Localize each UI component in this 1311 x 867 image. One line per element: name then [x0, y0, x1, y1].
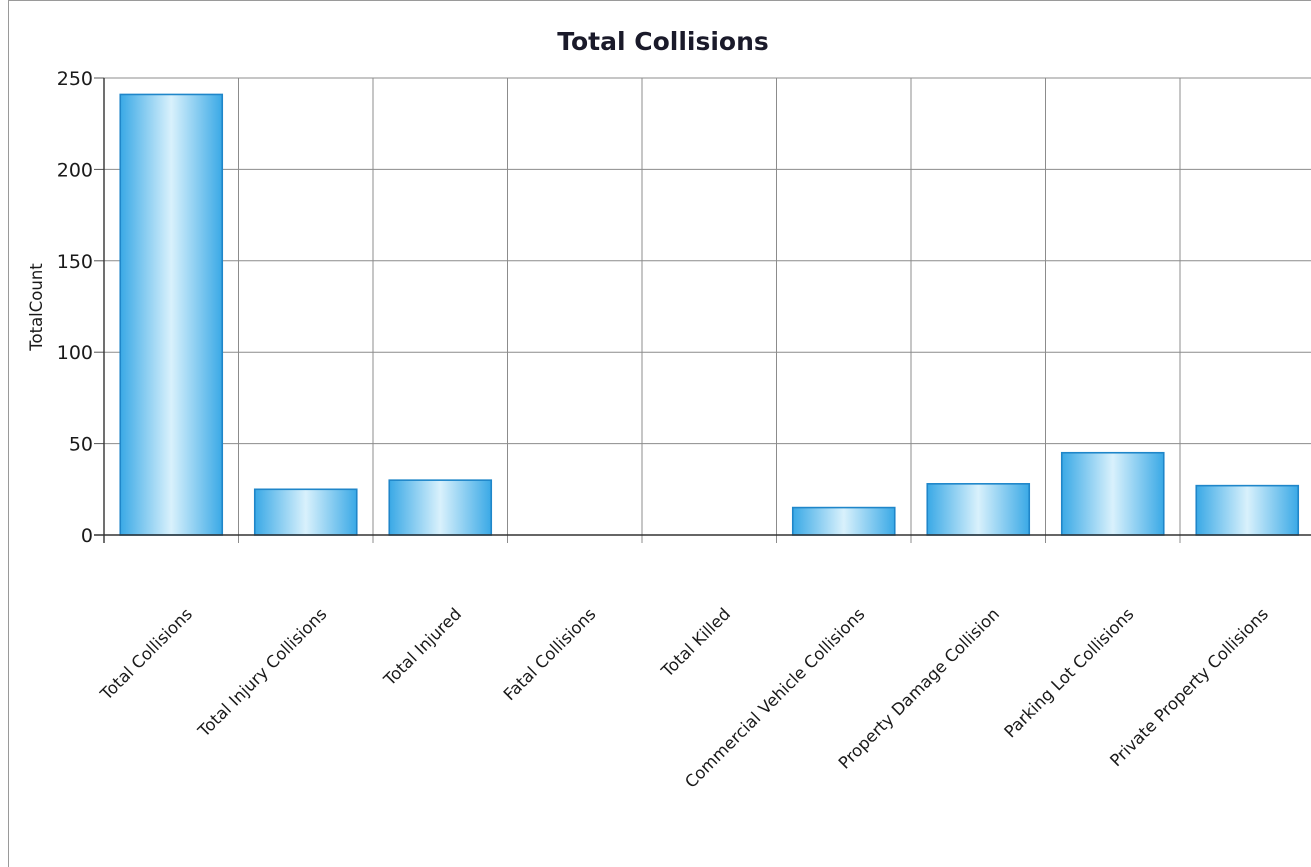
y-tick-label: 0 [81, 525, 93, 547]
y-axis-label: TotalCount [27, 263, 46, 352]
axes [94, 78, 1311, 543]
y-tick-label: 50 [69, 434, 93, 456]
y-tick-labels: 0 50 100 150 200 250 [57, 68, 93, 547]
bar [119, 93, 224, 536]
chart-frame [8, 0, 1311, 867]
y-tick-label: 150 [57, 251, 93, 273]
bar [388, 479, 493, 536]
x-category-label: Property Damage Collision [835, 604, 1003, 772]
x-category-label: Total Collisions [96, 604, 196, 704]
x-category-label: Fatal Collisions [500, 604, 600, 704]
chart-title: Total Collisions [557, 27, 769, 56]
bar [1195, 484, 1300, 536]
x-category-label: Parking Lot Collisions [1001, 604, 1138, 741]
bar [1060, 451, 1165, 536]
x-category-label: Total Injury Collisions [194, 604, 331, 741]
x-category-label: Total Injured [379, 604, 465, 690]
bar [253, 488, 358, 536]
y-tick-label: 100 [57, 342, 93, 364]
bar [926, 483, 1031, 536]
x-category-label: Total Killed [657, 604, 734, 681]
x-category-label: Private Property Collisions [1106, 604, 1272, 770]
bar [791, 506, 896, 536]
y-tick-label: 200 [57, 159, 93, 181]
y-tick-label: 250 [57, 68, 93, 90]
bar-series [119, 93, 1300, 536]
